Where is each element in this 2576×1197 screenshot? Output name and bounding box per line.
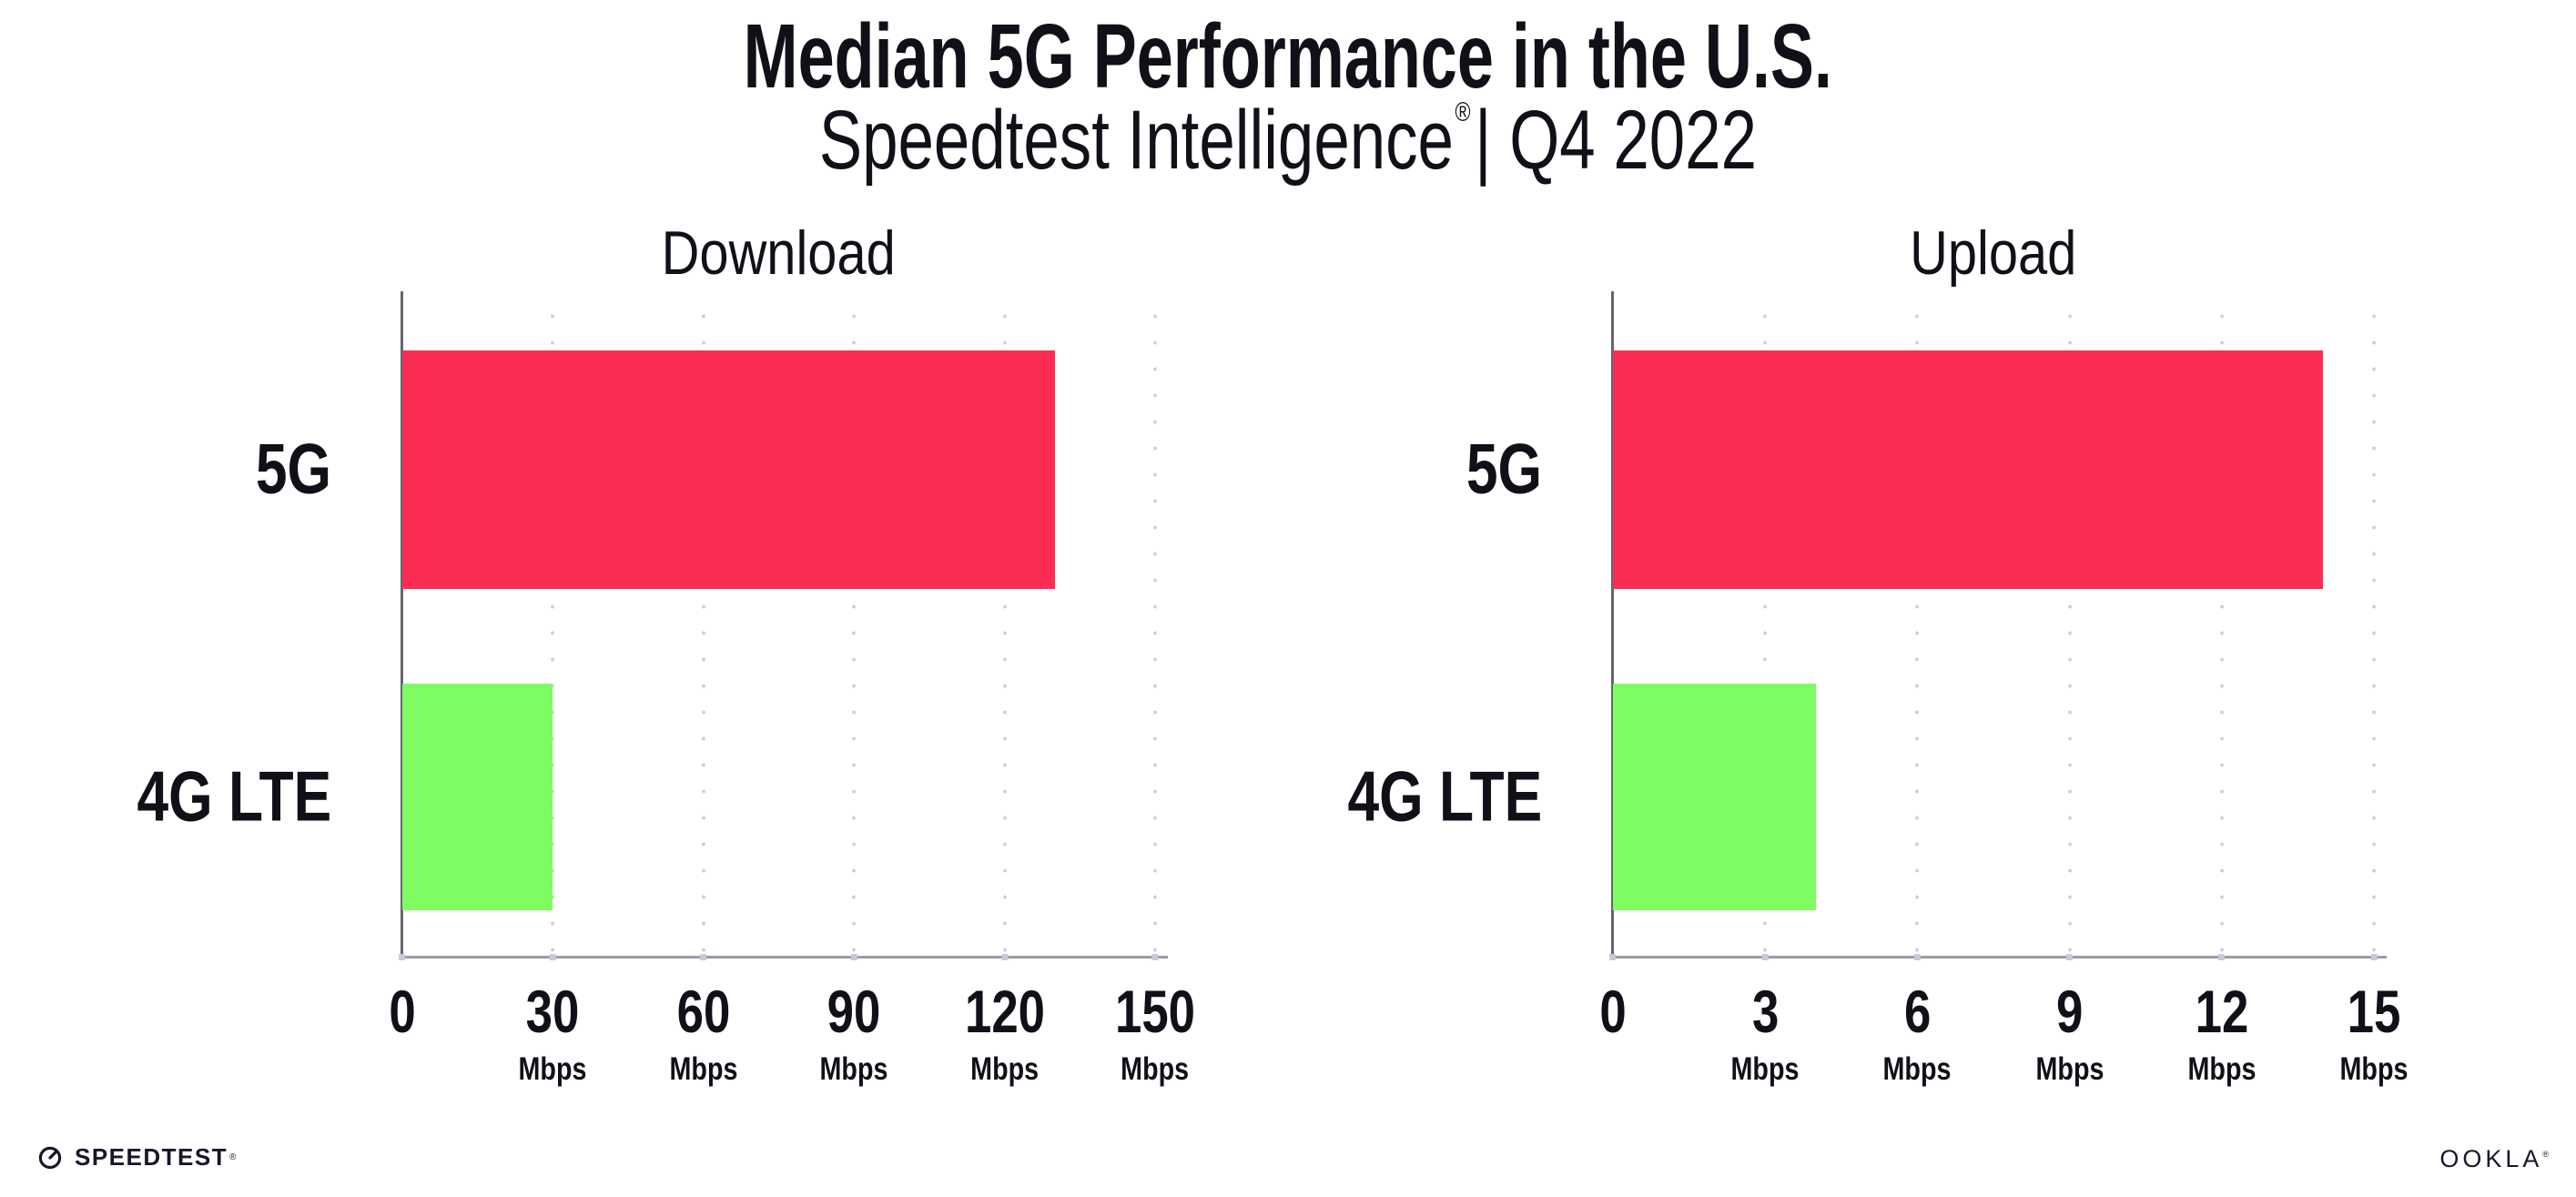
x-tick: 12 Mbps <box>2180 981 2263 1085</box>
x-tick-value: 30 <box>526 978 580 1045</box>
ookla-wordmark: OOKLA <box>2439 1145 2543 1172</box>
x-tick-unit: Mbps <box>2187 1051 2257 1087</box>
x-ticks: 0 30 Mbps 60 Mbps 90 Mbps 120 Mbps 150 Mbps <box>389 981 1195 1136</box>
category-label-text: 4G LTE <box>1347 756 1542 837</box>
ookla-registered-mark: ® <box>2542 1150 2549 1159</box>
ookla-logo: OOKLA® <box>2439 1147 2549 1172</box>
chart-title: Upload <box>1613 222 2374 284</box>
category-label: 5G <box>1447 432 1542 503</box>
page-subtitle-text: Speedtest Intelligence®| Q4 2022 <box>819 98 1757 182</box>
bar-5g <box>1613 350 2324 590</box>
gridline <box>551 303 555 958</box>
x-tick-value: 0 <box>389 978 416 1045</box>
x-tick: 60 Mbps <box>662 981 745 1085</box>
x-tick-value: 60 <box>676 978 731 1045</box>
x-tick-unit: Mbps <box>1121 1051 1190 1087</box>
bar-4g-lte <box>402 684 553 911</box>
gridline <box>1153 303 1157 958</box>
bar-4g-lte <box>1613 684 1816 911</box>
x-tick-unit: Mbps <box>970 1051 1040 1087</box>
gridline <box>2219 303 2224 958</box>
y-axis-line <box>401 291 403 960</box>
x-tick: 120 Mbps <box>955 981 1055 1085</box>
subtitle-brand: Speedtest Intelligence <box>818 94 1455 187</box>
subtitle-period: | Q4 2022 <box>1475 94 1758 187</box>
x-tick-unit: Mbps <box>819 1051 888 1087</box>
x-axis-line <box>1611 956 2387 959</box>
y-axis-line <box>1611 291 1614 960</box>
x-tick-unit: Mbps <box>1730 1051 1800 1087</box>
x-tick: 15 Mbps <box>2332 981 2415 1085</box>
x-tick-unit: Mbps <box>518 1051 587 1087</box>
speedtest-wordmark: SPEEDTEST <box>75 1143 228 1171</box>
x-tick-value: 3 <box>1751 978 1779 1045</box>
x-tick-value: 150 <box>1114 978 1196 1045</box>
gridline <box>1915 303 1920 958</box>
gridline <box>1002 303 1007 958</box>
x-tick-value: 9 <box>2055 978 2084 1045</box>
page-title-text: Median 5G Performance in the U.S. <box>743 5 1833 107</box>
x-tick-value: 12 <box>2195 978 2249 1045</box>
plot-area <box>402 303 1157 958</box>
speedtest-logo: SPEEDTEST ® <box>36 1141 236 1172</box>
page-subtitle: Speedtest Intelligence®| Q4 2022 <box>0 98 2576 182</box>
x-tick: 90 Mbps <box>812 981 895 1085</box>
x-tick-unit: Mbps <box>2035 1051 2104 1087</box>
chart-title: Download <box>402 222 1155 284</box>
x-tick: 30 Mbps <box>512 981 594 1085</box>
x-tick: 6 Mbps <box>1876 981 1959 1085</box>
chart-title-text: Upload <box>1910 218 2077 288</box>
category-label: 4G LTE <box>1299 760 1542 831</box>
gridline <box>2067 303 2072 958</box>
category-label-text: 4G LTE <box>137 756 331 837</box>
gridline <box>852 303 857 958</box>
x-tick: 0 <box>386 981 420 1041</box>
chart-title-text: Download <box>661 218 897 288</box>
bar-5g <box>402 350 1055 590</box>
x-tick-unit: Mbps <box>1882 1051 1952 1087</box>
x-tick: 150 Mbps <box>1105 981 1205 1085</box>
x-tick-value: 6 <box>1903 978 1932 1045</box>
category-label: 5G <box>237 432 331 503</box>
x-axis-line <box>401 956 1168 959</box>
x-tick-value: 90 <box>827 978 881 1045</box>
x-tick-unit: Mbps <box>2339 1051 2409 1087</box>
category-label-text: 5G <box>255 428 331 509</box>
gridline <box>2372 303 2376 958</box>
plot-area <box>1613 303 2376 958</box>
category-label: 4G LTE <box>88 760 331 831</box>
x-tick-unit: Mbps <box>669 1051 738 1087</box>
speedtest-trademark: ® <box>229 1151 237 1162</box>
x-ticks: 0 3 Mbps 6 Mbps 9 Mbps 12 Mbps 15 Mbps <box>1599 981 2408 1136</box>
category-label-text: 5G <box>1465 428 1542 509</box>
y-labels: 5G 4G LTE <box>1194 303 1577 958</box>
y-labels: 5G 4G LTE <box>0 303 366 958</box>
gridline <box>701 303 705 958</box>
speedtest-gauge-icon <box>38 1146 62 1170</box>
x-tick-value: 0 <box>1599 978 1627 1045</box>
x-tick: 3 Mbps <box>1723 981 1806 1085</box>
page-title: Median 5G Performance in the U.S. <box>0 11 2576 102</box>
x-tick: 0 <box>1597 981 1630 1041</box>
x-tick: 9 Mbps <box>2028 981 2111 1085</box>
gridline <box>1763 303 1768 958</box>
registered-mark: ® <box>1455 97 1471 127</box>
x-tick-value: 120 <box>964 978 1045 1045</box>
x-tick-value: 15 <box>2347 978 2401 1045</box>
